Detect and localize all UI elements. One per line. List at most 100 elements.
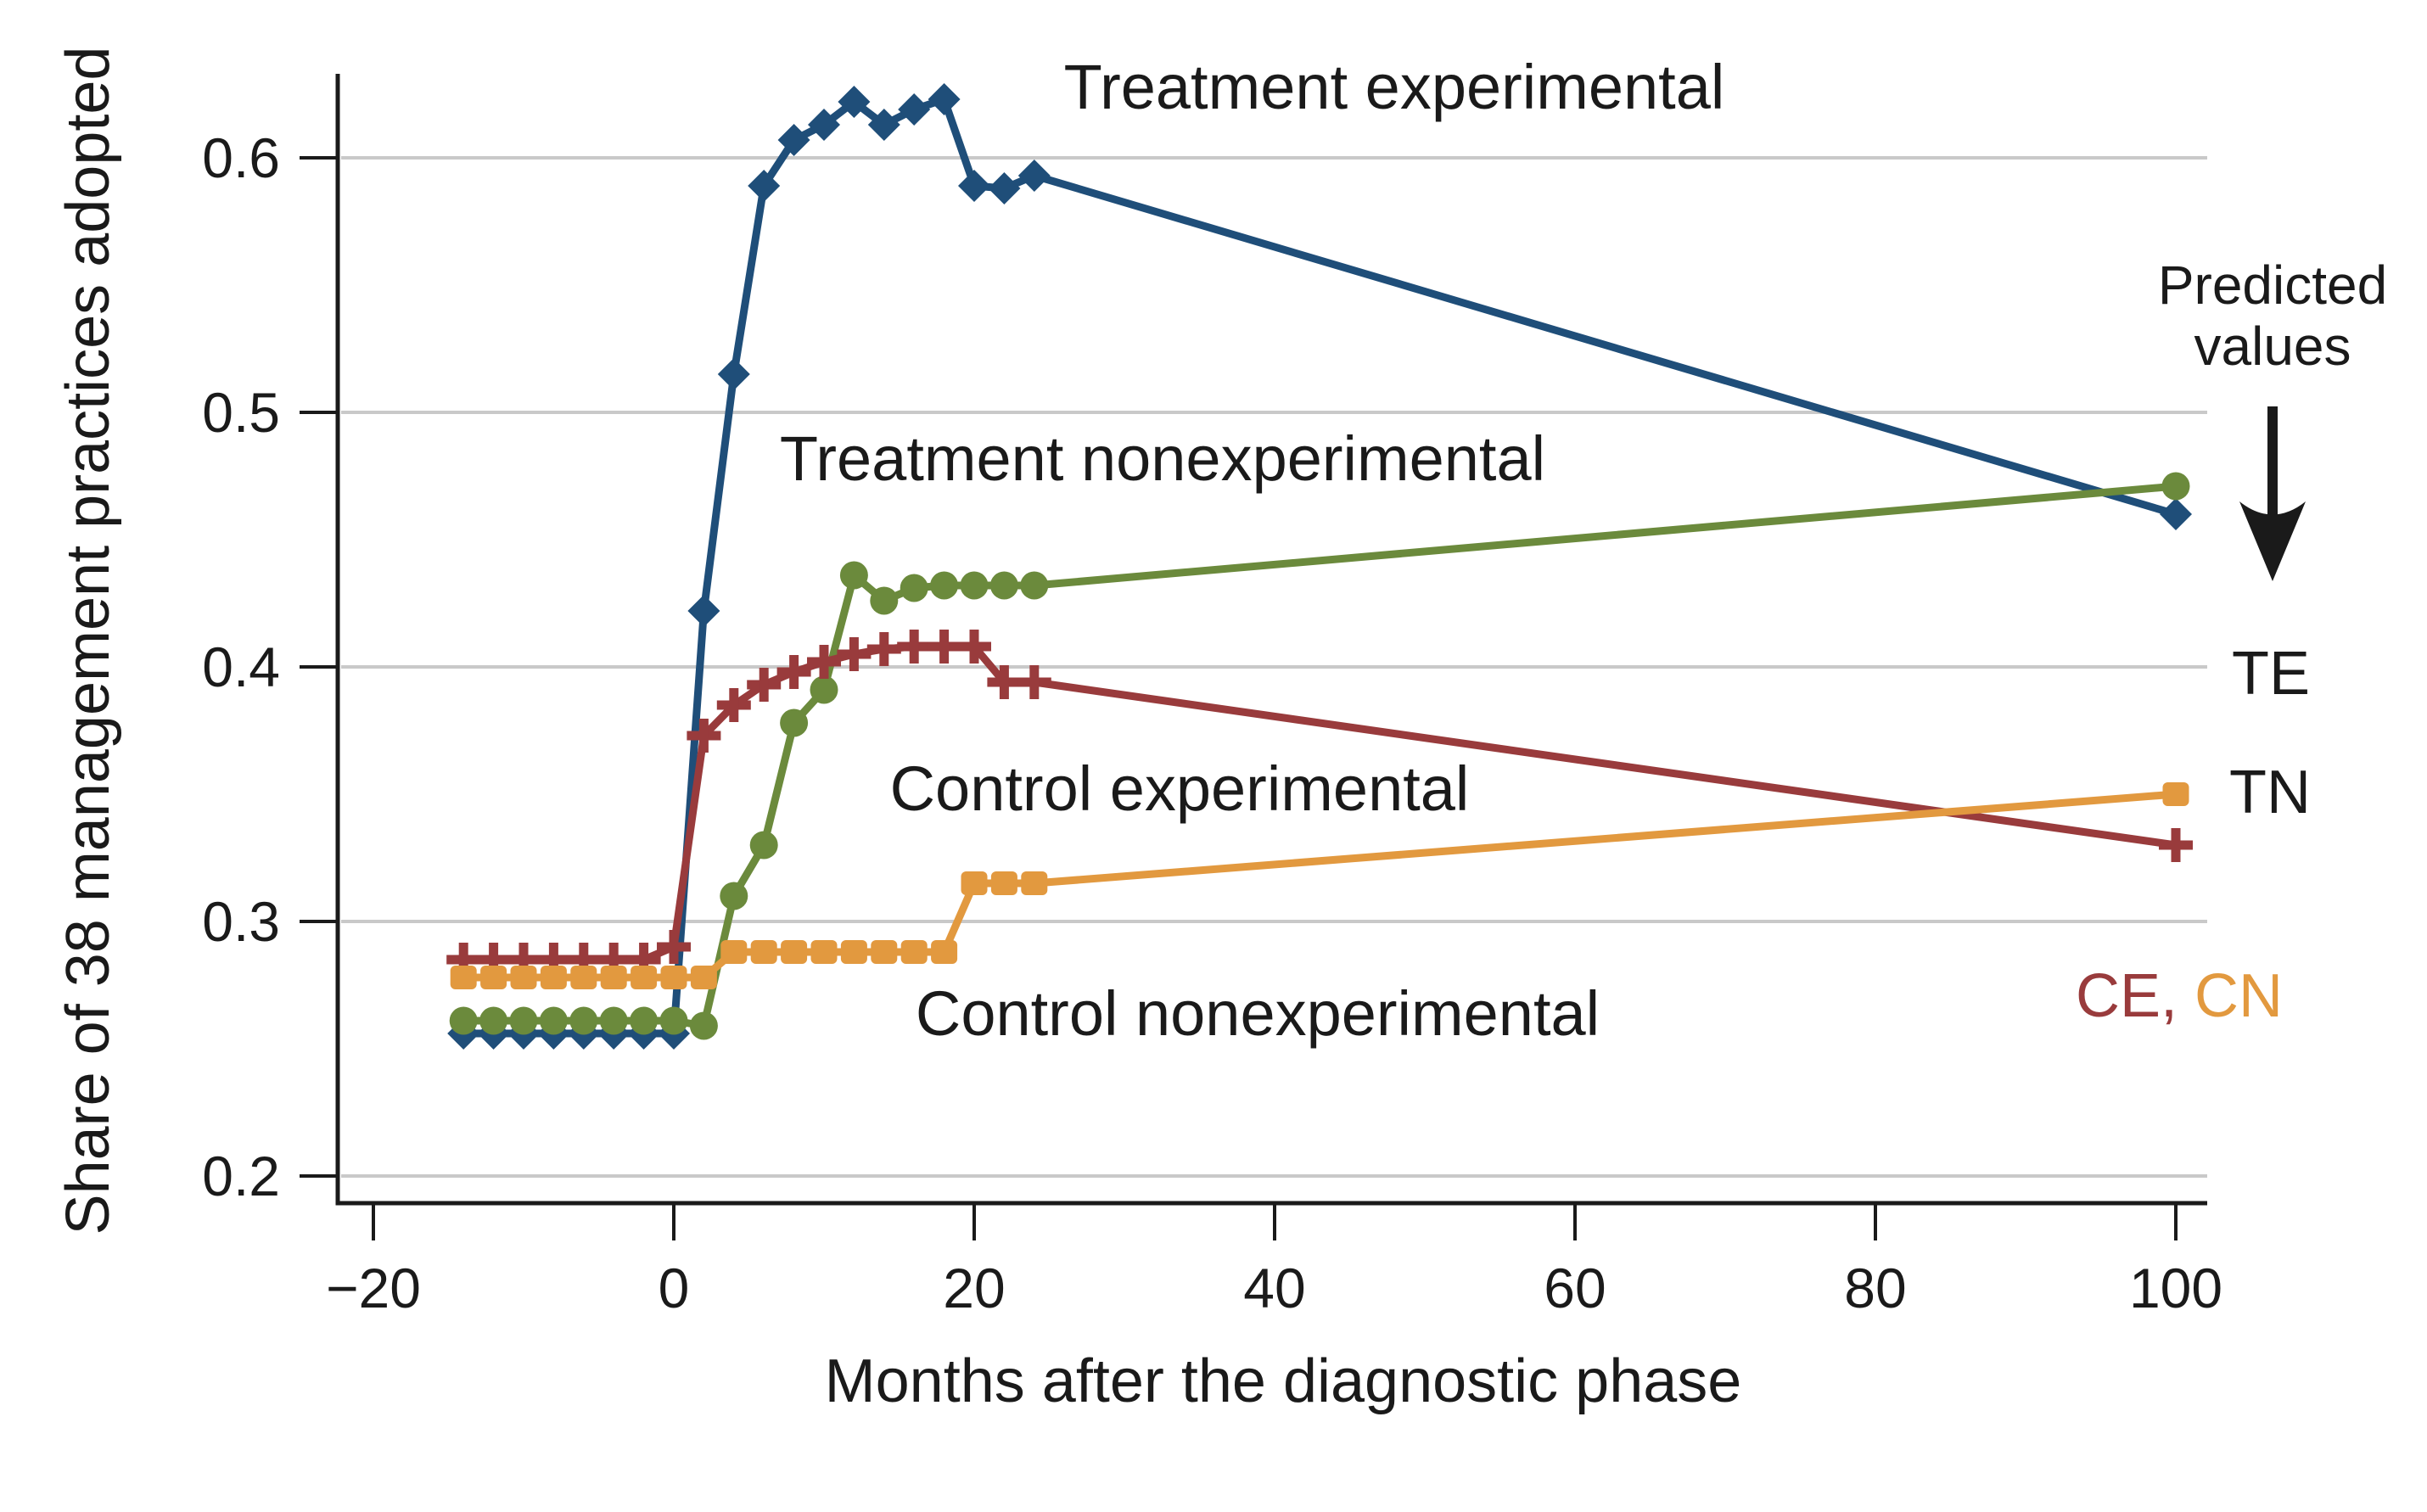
x-axis-title: Months after the diagnostic phase xyxy=(825,1347,1742,1415)
marker-tn-m22 xyxy=(989,571,1018,600)
marker-tn-m16 xyxy=(900,574,928,602)
series-ce xyxy=(446,630,2193,977)
marker-ce-m24 xyxy=(1029,665,1040,699)
marker-ce-m-2 xyxy=(639,943,649,977)
xtick-label-20: 20 xyxy=(943,1257,1005,1319)
marker-te-m4 xyxy=(717,358,750,390)
marker-cn-m-2 xyxy=(631,966,658,989)
marker-cn-m-14 xyxy=(450,966,477,989)
marker-ce-m-14 xyxy=(458,943,468,977)
marker-tn-m2 xyxy=(689,1011,718,1040)
series-label-treatment-experimental: Treatment experimental xyxy=(1064,52,1725,122)
marker-te-m10 xyxy=(808,109,840,141)
marker-cn-m18 xyxy=(931,940,958,964)
marker-te-m12 xyxy=(838,86,871,118)
marker-ce-m-12 xyxy=(489,943,499,977)
marker-ce-m20 xyxy=(969,630,979,664)
marker-cn-m-6 xyxy=(570,966,597,989)
marker-te-m100 xyxy=(2160,498,2192,530)
marker-tn-m-10 xyxy=(509,1006,538,1035)
marker-cn-m-4 xyxy=(600,966,627,989)
marker-ce-m8 xyxy=(789,655,799,689)
labels-layer: Months after the diagnostic phase Share … xyxy=(54,47,2387,1415)
marker-ce-m100 xyxy=(2171,828,2181,862)
marker-ce-m14 xyxy=(879,632,889,666)
marker-cn-m2 xyxy=(690,966,717,989)
axes-layer: 0.2 0.3 0.4 0.5 0.6 −20 0 20 40 60 80 100 xyxy=(202,74,2222,1319)
code-label-ce-cn: CE, CN xyxy=(2076,962,2283,1030)
marker-cn-m14 xyxy=(871,940,898,964)
marker-te-m8 xyxy=(777,124,810,156)
marker-cn-m20 xyxy=(961,871,988,895)
marker-te-m2 xyxy=(687,595,720,627)
marker-cn-m8 xyxy=(781,940,808,964)
code-label-ce: CE, xyxy=(2076,962,2194,1030)
marker-tn-m-6 xyxy=(569,1006,598,1035)
marker-ce-m10 xyxy=(819,645,829,679)
marker-tn-m-14 xyxy=(449,1006,478,1035)
down-arrow-shaft xyxy=(2267,406,2278,518)
marker-cn-m-12 xyxy=(480,966,507,989)
marker-cn-m4 xyxy=(720,940,748,964)
y-axis-title: Share of 38 management practices adopted xyxy=(54,47,122,1235)
marker-tn-m14 xyxy=(870,586,899,615)
series-tn xyxy=(449,472,2190,1040)
marker-ce-m4 xyxy=(729,688,739,722)
gridlines-layer xyxy=(341,156,2207,1178)
xtick-label-60: 60 xyxy=(1544,1257,1606,1319)
marker-ce-m-4 xyxy=(608,943,619,977)
series-label-treatment-nonexperimental: Treatment nonexperimental xyxy=(780,423,1545,494)
marker-cn-m16 xyxy=(900,940,928,964)
ytick-label-0.5: 0.5 xyxy=(202,381,280,444)
marker-te-m18 xyxy=(928,83,961,115)
ytick-label-0.3: 0.3 xyxy=(202,890,280,953)
marker-cn-m-8 xyxy=(540,966,567,989)
marker-te-m22 xyxy=(988,172,1021,204)
marker-ce-m-6 xyxy=(579,943,589,977)
series-label-control-nonexperimental: Control nonexperimental xyxy=(916,978,1600,1049)
marker-cn-m100 xyxy=(2162,782,2189,806)
marker-te-m16 xyxy=(898,93,931,126)
marker-te-m6 xyxy=(748,170,781,202)
marker-ce-m-8 xyxy=(548,943,558,977)
marker-tn-m-8 xyxy=(539,1006,568,1035)
marker-tn-m6 xyxy=(749,831,778,860)
marker-tn-m4 xyxy=(720,882,748,910)
series-cn xyxy=(450,782,2189,989)
marker-cn-m6 xyxy=(750,940,777,964)
marker-tn-m-12 xyxy=(479,1006,508,1035)
xtick-label-40: 40 xyxy=(1243,1257,1305,1319)
series-layer xyxy=(446,83,2193,1050)
marker-tn-m-2 xyxy=(630,1006,659,1035)
ytick-label-0.2: 0.2 xyxy=(202,1145,280,1207)
series-te xyxy=(447,83,2192,1050)
marker-ce-m22 xyxy=(999,665,1009,699)
marker-ce-m18 xyxy=(939,630,950,664)
marker-ce-m16 xyxy=(909,630,919,664)
predicted-values-annotation-line2: values xyxy=(2194,316,2351,377)
marker-cn-m22 xyxy=(990,871,1017,895)
marker-te-m14 xyxy=(867,109,900,141)
xtick-label-100: 100 xyxy=(2129,1257,2222,1319)
marker-ce-m2 xyxy=(698,719,709,753)
down-arrow-head xyxy=(2239,501,2306,581)
marker-ce-m6 xyxy=(759,668,769,702)
marker-tn-m-4 xyxy=(599,1006,628,1035)
xtick-label-80: 80 xyxy=(1844,1257,1906,1319)
marker-cn-m0 xyxy=(660,966,687,989)
marker-cn-m10 xyxy=(810,940,838,964)
marker-tn-m24 xyxy=(1020,571,1049,600)
code-label-te: TE xyxy=(2232,640,2310,708)
marker-tn-m8 xyxy=(780,708,809,737)
xtick-label-−20: −20 xyxy=(326,1257,421,1319)
marker-tn-m100 xyxy=(2161,472,2190,501)
marker-cn-m12 xyxy=(840,940,867,964)
marker-ce-m12 xyxy=(849,637,859,671)
series-label-control-experimental: Control experimental xyxy=(890,753,1470,824)
marker-cn-m24 xyxy=(1021,871,1048,895)
marker-tn-m20 xyxy=(960,571,989,600)
marker-cn-m-10 xyxy=(510,966,537,989)
marker-tn-m0 xyxy=(659,1006,688,1035)
